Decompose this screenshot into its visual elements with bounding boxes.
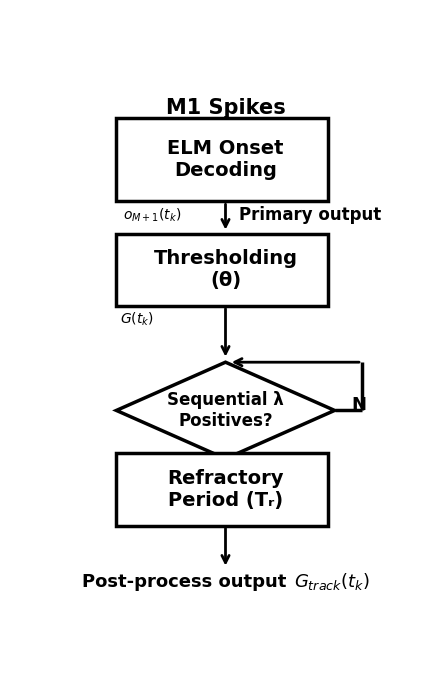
Text: $\mathit{G_{track}(t_k)}$: $\mathit{G_{track}(t_k)}$	[294, 571, 370, 592]
Polygon shape	[117, 362, 335, 459]
Text: Sequential λ
Positives?: Sequential λ Positives?	[167, 391, 284, 430]
Text: Primary output: Primary output	[239, 206, 381, 224]
Text: Y: Y	[239, 463, 252, 481]
Text: Refractory
Period (Tᵣ): Refractory Period (Tᵣ)	[167, 469, 284, 510]
Text: $o_{M+1}(t_k)$: $o_{M+1}(t_k)$	[123, 206, 182, 223]
Bar	[117, 234, 328, 306]
Text: ELM Onset
Decoding: ELM Onset Decoding	[167, 139, 284, 180]
Text: $G(t_k)$: $G(t_k)$	[120, 310, 154, 328]
Text: M1 Spikes: M1 Spikes	[165, 97, 286, 118]
Text: Thresholding
(θ): Thresholding (θ)	[154, 249, 297, 290]
Text: Post-process output: Post-process output	[82, 573, 286, 591]
Text: N: N	[352, 396, 367, 414]
Bar	[117, 453, 328, 525]
Bar	[117, 118, 328, 201]
